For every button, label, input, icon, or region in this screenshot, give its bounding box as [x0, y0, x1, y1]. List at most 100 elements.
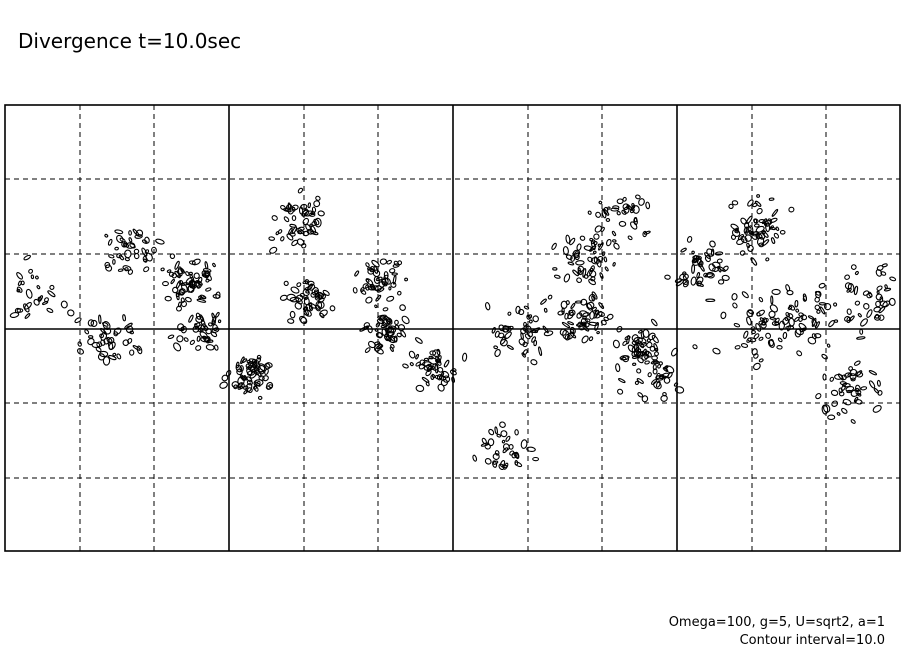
contour	[379, 258, 388, 265]
contour	[756, 194, 761, 198]
contour	[819, 306, 826, 315]
contour	[565, 234, 571, 244]
contour	[583, 245, 593, 251]
contour	[698, 260, 704, 268]
contour	[850, 264, 857, 270]
contour	[794, 299, 799, 308]
contour	[118, 254, 124, 261]
contour	[414, 337, 423, 344]
contour	[188, 260, 196, 265]
contour	[108, 341, 116, 351]
contour	[704, 255, 711, 263]
contour	[748, 225, 754, 235]
contour	[597, 255, 604, 263]
contour	[522, 341, 528, 348]
contour	[141, 247, 148, 257]
contour	[551, 242, 557, 250]
contour	[876, 285, 883, 291]
contour	[74, 317, 82, 324]
contour	[777, 337, 783, 343]
contour	[597, 243, 602, 247]
contour	[315, 300, 323, 310]
contour	[692, 344, 698, 350]
contour	[656, 372, 661, 380]
contour	[507, 311, 512, 316]
contour	[579, 235, 586, 241]
contour	[591, 295, 595, 302]
contour	[143, 266, 150, 273]
grid	[5, 105, 900, 551]
contour	[632, 362, 637, 366]
contour	[747, 244, 754, 252]
contour	[108, 254, 115, 259]
contour	[691, 250, 695, 255]
contour	[399, 304, 406, 311]
contour	[542, 325, 549, 334]
contour	[176, 335, 184, 343]
contour	[90, 319, 98, 327]
contour	[603, 206, 609, 215]
contour	[788, 206, 795, 213]
contour	[530, 359, 538, 366]
contour	[167, 334, 175, 340]
contour	[866, 309, 873, 318]
contour	[400, 330, 407, 338]
contour	[387, 325, 396, 330]
contour	[750, 257, 758, 266]
contour	[87, 319, 95, 327]
contour	[846, 389, 852, 394]
contour	[708, 263, 716, 272]
contour	[430, 374, 434, 381]
contour	[310, 225, 317, 234]
contour	[771, 321, 780, 326]
contour	[421, 376, 430, 383]
contour	[588, 336, 594, 342]
contour	[28, 268, 34, 274]
contour	[367, 325, 373, 334]
contour	[127, 337, 133, 344]
contour	[653, 343, 659, 352]
contour	[114, 246, 119, 251]
contour	[322, 289, 330, 296]
contour	[500, 430, 508, 438]
contour	[740, 235, 748, 244]
contour	[771, 208, 779, 217]
contour	[233, 384, 238, 390]
contour	[582, 325, 590, 332]
contour	[375, 294, 382, 302]
contour	[655, 380, 661, 388]
contour	[581, 335, 589, 344]
contour	[203, 326, 209, 332]
contour	[582, 268, 587, 278]
contour	[380, 324, 388, 329]
contour	[818, 282, 826, 289]
contour	[286, 293, 297, 302]
contour	[561, 321, 571, 329]
contour	[280, 236, 285, 242]
contour	[626, 334, 630, 345]
contour	[20, 280, 25, 286]
contour	[761, 230, 769, 238]
contour	[214, 344, 219, 351]
contour	[23, 254, 31, 261]
contour	[619, 355, 630, 361]
contour	[196, 280, 203, 286]
contour	[565, 254, 573, 260]
contour	[178, 280, 184, 285]
contour	[492, 453, 500, 460]
contour	[787, 324, 791, 332]
contour	[762, 318, 769, 324]
contour	[856, 336, 866, 340]
contour	[769, 225, 774, 230]
contour	[112, 259, 116, 265]
contour	[569, 328, 575, 334]
contour	[304, 306, 309, 316]
contour	[481, 437, 487, 445]
contour	[533, 340, 538, 347]
contour	[296, 238, 305, 246]
contour	[872, 404, 882, 413]
contour	[188, 314, 194, 323]
contour	[9, 311, 20, 319]
contour	[613, 242, 620, 250]
contour	[632, 205, 640, 214]
